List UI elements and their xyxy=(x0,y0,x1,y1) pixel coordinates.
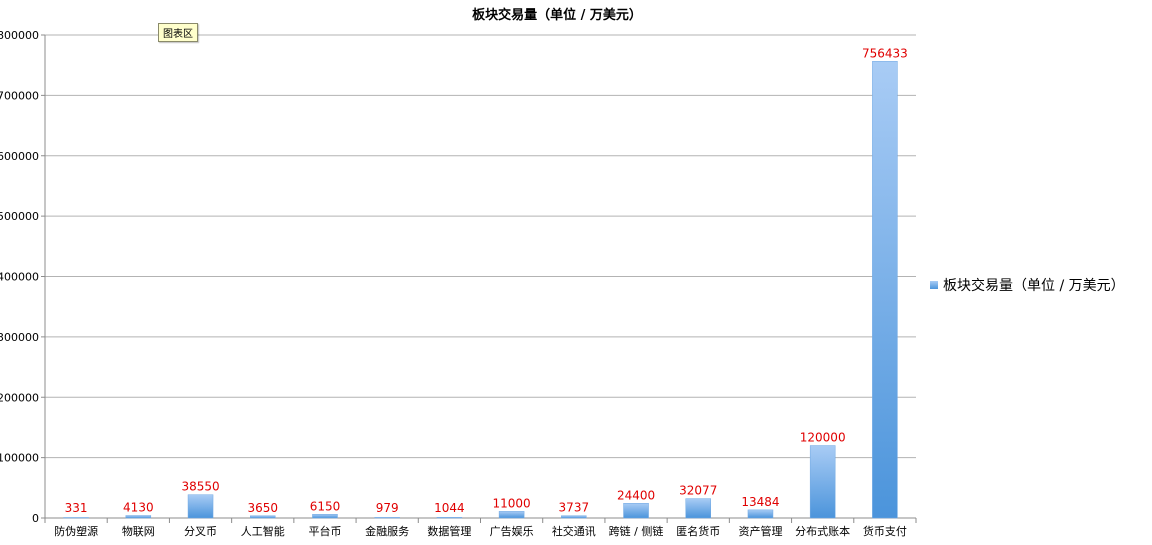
data-label: 6150 xyxy=(310,499,341,513)
data-label: 11000 xyxy=(493,496,531,510)
data-label: 32077 xyxy=(679,484,717,498)
bar xyxy=(187,494,214,519)
chart-title: 板块交易量（单位 / 万美元） xyxy=(472,7,642,23)
data-label: 3650 xyxy=(247,501,278,515)
x-tick-label: 分布式账本 xyxy=(795,524,850,538)
x-tick-label: 资产管理 xyxy=(738,524,782,538)
bar xyxy=(809,445,836,519)
chart-area-tooltip: 图表区 xyxy=(158,23,198,42)
bar xyxy=(436,517,463,519)
legend-swatch-icon xyxy=(930,281,938,289)
x-tick-label: 物联网 xyxy=(122,524,155,538)
y-axis: 0 100000 200000 300000 400000 500000 600000 700… xyxy=(0,29,46,525)
bar xyxy=(374,517,400,519)
x-tick-label: 社交通讯 xyxy=(552,524,596,538)
x-tick-label: 分叉币 xyxy=(184,525,217,538)
data-label: 24400 xyxy=(617,488,655,502)
data-label: 979 xyxy=(376,501,399,515)
x-tick-label: 平台币 xyxy=(308,524,341,538)
data-labels: 331 4130 38550 3650 6150 979 1044 11000 3737 2440… xyxy=(65,46,908,515)
y-tick-label: 600000 xyxy=(0,150,39,163)
bar xyxy=(623,503,649,519)
y-tick-label: 400000 xyxy=(0,271,39,284)
x-tick-label: 人工智能 xyxy=(241,524,285,538)
y-tick-label: 800000 xyxy=(0,29,39,42)
y-tick-label: 100000 xyxy=(0,452,39,465)
bar xyxy=(250,515,276,519)
legend-label: 板块交易量（单位 / 万美元） xyxy=(943,278,1125,294)
bar xyxy=(872,61,898,519)
y-tick-label: 0 xyxy=(32,512,39,525)
x-tick-label: 匿名货币 xyxy=(676,524,720,538)
y-tick-label: 700000 xyxy=(0,89,39,102)
bar xyxy=(685,498,711,519)
bar xyxy=(498,511,525,519)
data-label: 4130 xyxy=(123,501,154,515)
y-tick-label: 300000 xyxy=(0,331,39,344)
bar xyxy=(63,517,89,519)
bar xyxy=(747,509,774,519)
x-tick-label: 广告娱乐 xyxy=(490,524,534,538)
bar xyxy=(312,514,338,519)
grid-lines xyxy=(45,34,916,519)
data-label: 1044 xyxy=(434,501,465,515)
data-label: 38550 xyxy=(181,480,219,494)
bar-series xyxy=(63,61,898,519)
chart-legend[interactable]: 板块交易量（单位 / 万美元） xyxy=(930,275,1125,295)
x-axis: 防伪塑源 物联网 分叉币 人工智能 平台币 金融服务 数据管理 广告娱乐 社交通讯 跨链 / 侧链… xyxy=(44,518,917,538)
x-tick-label: 数据管理 xyxy=(427,524,471,538)
data-label: 13484 xyxy=(741,495,779,509)
bar xyxy=(125,515,152,519)
data-label: 120000 xyxy=(800,431,846,445)
x-tick-label: 金融服务 xyxy=(365,524,409,538)
x-tick-label: 防伪塑源 xyxy=(54,524,98,538)
data-label: 3737 xyxy=(559,501,590,515)
y-tick-label: 500000 xyxy=(0,210,39,223)
data-label: 756433 xyxy=(862,46,908,60)
x-tick-label: 货币支付 xyxy=(863,524,907,538)
bar xyxy=(561,515,587,519)
y-tick-label: 200000 xyxy=(0,391,39,404)
x-tick-label: 跨链 / 侧链 xyxy=(609,524,664,538)
data-label: 331 xyxy=(65,501,88,515)
